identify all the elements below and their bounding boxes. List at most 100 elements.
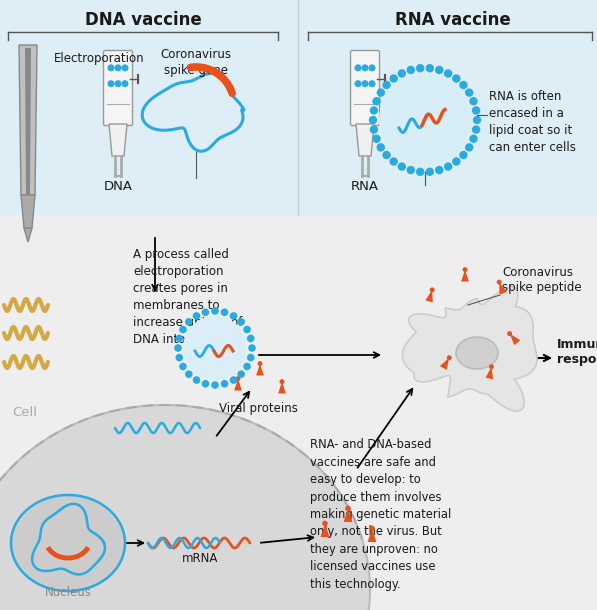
Circle shape [382, 151, 391, 159]
Circle shape [115, 64, 122, 71]
Circle shape [463, 267, 467, 272]
Circle shape [373, 97, 381, 106]
Polygon shape [321, 523, 330, 537]
Polygon shape [25, 48, 31, 194]
Text: Coronavirus
spike gene: Coronavirus spike gene [161, 48, 232, 77]
Circle shape [507, 331, 512, 336]
Circle shape [107, 64, 115, 71]
Text: RNA: RNA [351, 181, 379, 193]
Circle shape [179, 363, 187, 370]
Circle shape [377, 143, 385, 151]
Circle shape [389, 74, 398, 83]
Circle shape [355, 80, 362, 87]
Text: Coronavirus
spike peptide: Coronavirus spike peptide [502, 265, 581, 295]
Circle shape [176, 335, 183, 342]
Text: Electroporation: Electroporation [54, 52, 144, 65]
Text: DNA: DNA [103, 181, 133, 193]
Circle shape [179, 326, 187, 333]
Polygon shape [344, 508, 352, 522]
Circle shape [355, 64, 362, 71]
Polygon shape [426, 290, 433, 303]
Circle shape [230, 312, 237, 320]
Circle shape [407, 166, 415, 174]
Circle shape [174, 344, 182, 352]
Polygon shape [109, 124, 127, 156]
Text: Cell: Cell [12, 406, 37, 420]
Circle shape [377, 88, 385, 97]
FancyBboxPatch shape [350, 51, 380, 126]
Circle shape [107, 80, 115, 87]
Circle shape [368, 64, 376, 71]
Circle shape [211, 381, 219, 389]
Circle shape [379, 74, 471, 166]
Circle shape [444, 162, 453, 171]
Circle shape [211, 307, 219, 315]
Circle shape [238, 318, 245, 326]
Circle shape [370, 125, 378, 134]
Circle shape [465, 143, 473, 151]
Polygon shape [368, 528, 376, 542]
Circle shape [472, 106, 481, 115]
Circle shape [473, 116, 481, 124]
Circle shape [452, 157, 460, 166]
Text: Viral proteins: Viral proteins [219, 402, 297, 415]
Polygon shape [510, 334, 520, 345]
Circle shape [257, 361, 263, 366]
Circle shape [279, 379, 284, 384]
Circle shape [122, 64, 128, 71]
Circle shape [398, 162, 406, 171]
Text: RNA is often
encased in a
lipid coat so it
can enter cells: RNA is often encased in a lipid coat so … [489, 90, 576, 154]
Polygon shape [440, 357, 449, 370]
Circle shape [183, 316, 247, 380]
Circle shape [465, 88, 473, 97]
Circle shape [382, 81, 391, 89]
Text: A process called
electroporation
creates pores in
membranes to
increase uptake o: A process called electroporation creates… [133, 248, 242, 346]
Polygon shape [21, 195, 35, 228]
Circle shape [373, 135, 381, 143]
Polygon shape [234, 379, 242, 390]
Circle shape [322, 520, 328, 526]
Circle shape [202, 309, 209, 316]
Polygon shape [24, 228, 32, 242]
Text: RNA- and DNA-based
vaccines are safe and
easy to develop: to
produce them involv: RNA- and DNA-based vaccines are safe and… [310, 438, 451, 591]
Circle shape [345, 506, 351, 511]
Circle shape [426, 168, 434, 176]
Text: DNA vaccine: DNA vaccine [85, 11, 201, 29]
Polygon shape [278, 382, 286, 393]
Circle shape [185, 318, 193, 326]
Polygon shape [19, 45, 37, 195]
Polygon shape [461, 270, 469, 281]
Circle shape [247, 335, 254, 342]
Circle shape [243, 326, 251, 333]
Circle shape [221, 380, 229, 387]
Circle shape [435, 66, 444, 74]
Circle shape [230, 376, 237, 384]
Circle shape [368, 80, 376, 87]
Text: Nucleus: Nucleus [45, 586, 91, 598]
Circle shape [469, 97, 478, 106]
Text: Immune
response: Immune response [557, 337, 597, 367]
Circle shape [416, 64, 424, 73]
Circle shape [416, 168, 424, 176]
Circle shape [243, 363, 251, 370]
Circle shape [459, 81, 467, 89]
Circle shape [444, 70, 453, 77]
Circle shape [370, 106, 378, 115]
Polygon shape [499, 282, 507, 295]
Circle shape [389, 157, 398, 166]
Circle shape [193, 376, 201, 384]
Circle shape [185, 370, 193, 378]
FancyBboxPatch shape [0, 0, 597, 215]
Circle shape [469, 135, 478, 143]
Text: RNA vaccine: RNA vaccine [395, 11, 511, 29]
Ellipse shape [456, 337, 498, 369]
Ellipse shape [11, 495, 125, 591]
Circle shape [398, 70, 406, 77]
Circle shape [122, 80, 128, 87]
Polygon shape [356, 124, 374, 156]
Polygon shape [402, 287, 537, 411]
Ellipse shape [0, 405, 370, 610]
Circle shape [193, 312, 201, 320]
Circle shape [176, 354, 183, 361]
Circle shape [369, 116, 377, 124]
